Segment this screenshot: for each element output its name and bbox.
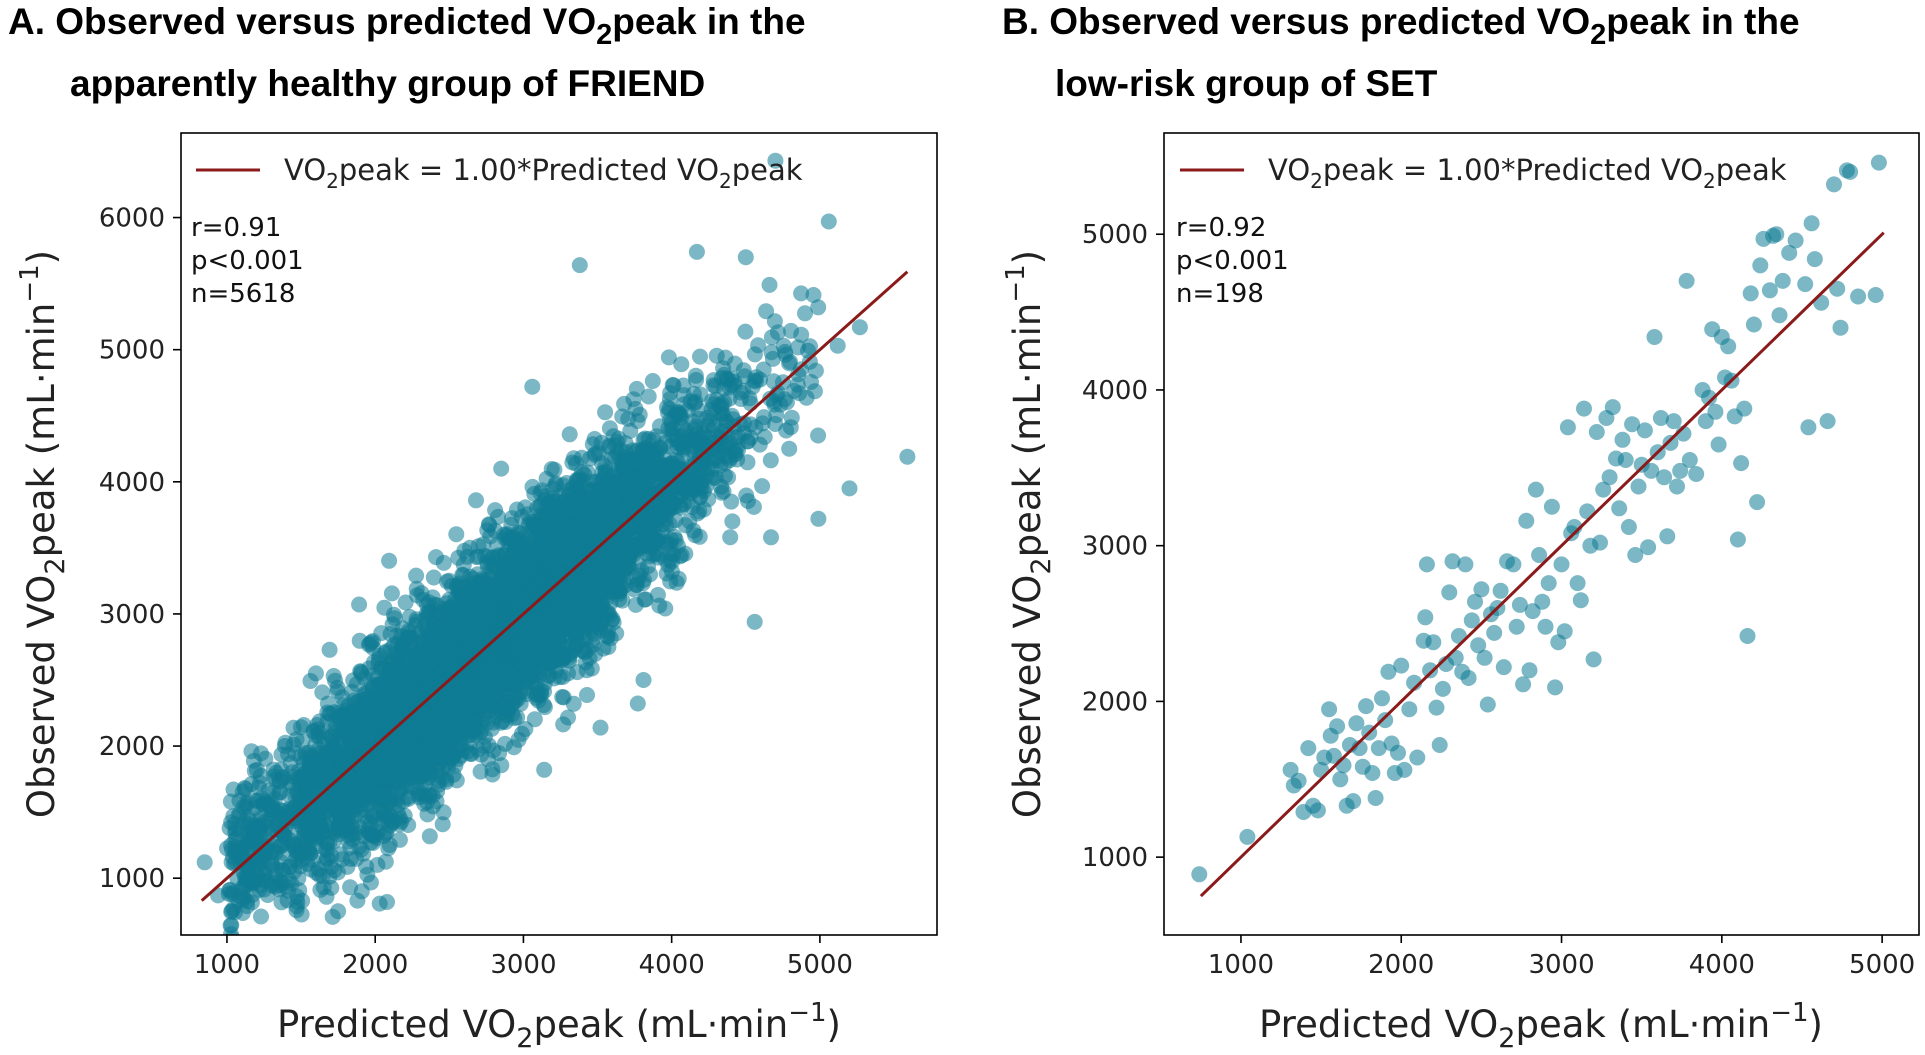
data-point <box>635 431 652 448</box>
data-point <box>362 874 379 891</box>
data-point <box>672 548 688 565</box>
data-point <box>577 654 594 671</box>
data-point <box>790 339 806 356</box>
data-point <box>628 577 645 594</box>
data-point <box>764 350 781 367</box>
data-point <box>667 512 684 529</box>
data-point <box>740 493 756 509</box>
data-point <box>739 454 756 471</box>
data-point <box>223 917 240 933</box>
data-point <box>307 755 324 772</box>
data-point <box>450 549 467 566</box>
data-point <box>684 413 701 430</box>
data-point <box>628 380 645 397</box>
data-point <box>383 585 400 602</box>
data-point <box>434 816 451 833</box>
data-point <box>673 356 690 373</box>
data-point <box>693 450 710 467</box>
data-point <box>627 596 644 613</box>
data-point <box>802 338 818 355</box>
data-point <box>649 586 666 603</box>
data-point <box>256 881 273 898</box>
data-point <box>275 862 292 879</box>
data-point <box>381 837 398 853</box>
data-point <box>448 526 465 543</box>
data-point <box>597 404 614 421</box>
data-point <box>810 427 827 444</box>
data-point <box>547 663 564 680</box>
data-point <box>308 864 325 881</box>
data-point <box>385 606 402 623</box>
data-point <box>397 594 414 611</box>
data-point <box>408 567 425 584</box>
data-point <box>762 452 779 469</box>
data-point <box>561 426 578 443</box>
data-point <box>675 377 692 394</box>
data-point <box>565 450 582 467</box>
data-point <box>345 672 362 689</box>
data-point <box>293 719 309 736</box>
data-point <box>579 687 595 703</box>
data-point <box>435 804 452 821</box>
data-point <box>737 323 754 340</box>
data-point <box>351 596 368 613</box>
data-point <box>629 695 646 712</box>
data-point <box>781 440 798 457</box>
panel-a-title-line2: apparently healthy group of FRIEND <box>70 63 705 104</box>
panel-a-scatter-points <box>196 152 916 952</box>
data-point <box>294 892 311 909</box>
data-point <box>803 374 819 390</box>
data-point <box>517 721 534 737</box>
data-point <box>224 930 240 935</box>
data-point <box>722 529 739 546</box>
data-point <box>763 329 780 346</box>
data-point <box>644 373 661 389</box>
data-point <box>381 552 398 569</box>
data-point <box>640 388 657 405</box>
data-point <box>797 305 813 322</box>
data-point <box>330 903 347 920</box>
data-point <box>660 349 677 366</box>
data-point <box>360 636 377 653</box>
data-point <box>767 416 784 432</box>
data-point <box>716 438 732 455</box>
panel-b-title: B. Observed versus predicted VO2peak in … <box>1002 1 1800 51</box>
data-point <box>805 287 822 303</box>
data-point <box>783 322 799 339</box>
data-point <box>555 689 572 706</box>
data-point <box>786 382 803 399</box>
data-point <box>783 409 800 426</box>
data-point <box>663 414 680 431</box>
data-point <box>688 372 705 388</box>
data-point <box>253 908 269 925</box>
data-point <box>267 936 283 952</box>
data-point <box>746 346 763 363</box>
data-point <box>227 933 236 935</box>
data-point <box>608 433 625 450</box>
data-point <box>536 699 553 716</box>
panel-b-title-line2: low-risk group of SET <box>1055 63 1438 104</box>
panel-a-plot: 1000 2000 3000 4000 500010002000300040005000… <box>15 132 938 1054</box>
data-point <box>758 303 775 320</box>
data-point <box>755 361 772 378</box>
data-point <box>343 825 360 842</box>
data-point <box>273 894 290 911</box>
data-point <box>421 828 438 845</box>
data-point <box>321 641 338 658</box>
data-point <box>657 600 674 617</box>
data-point <box>777 346 794 363</box>
data-point <box>727 445 744 462</box>
panel-a-title: A. Observed versus predicted VO2peak in … <box>8 1 806 51</box>
